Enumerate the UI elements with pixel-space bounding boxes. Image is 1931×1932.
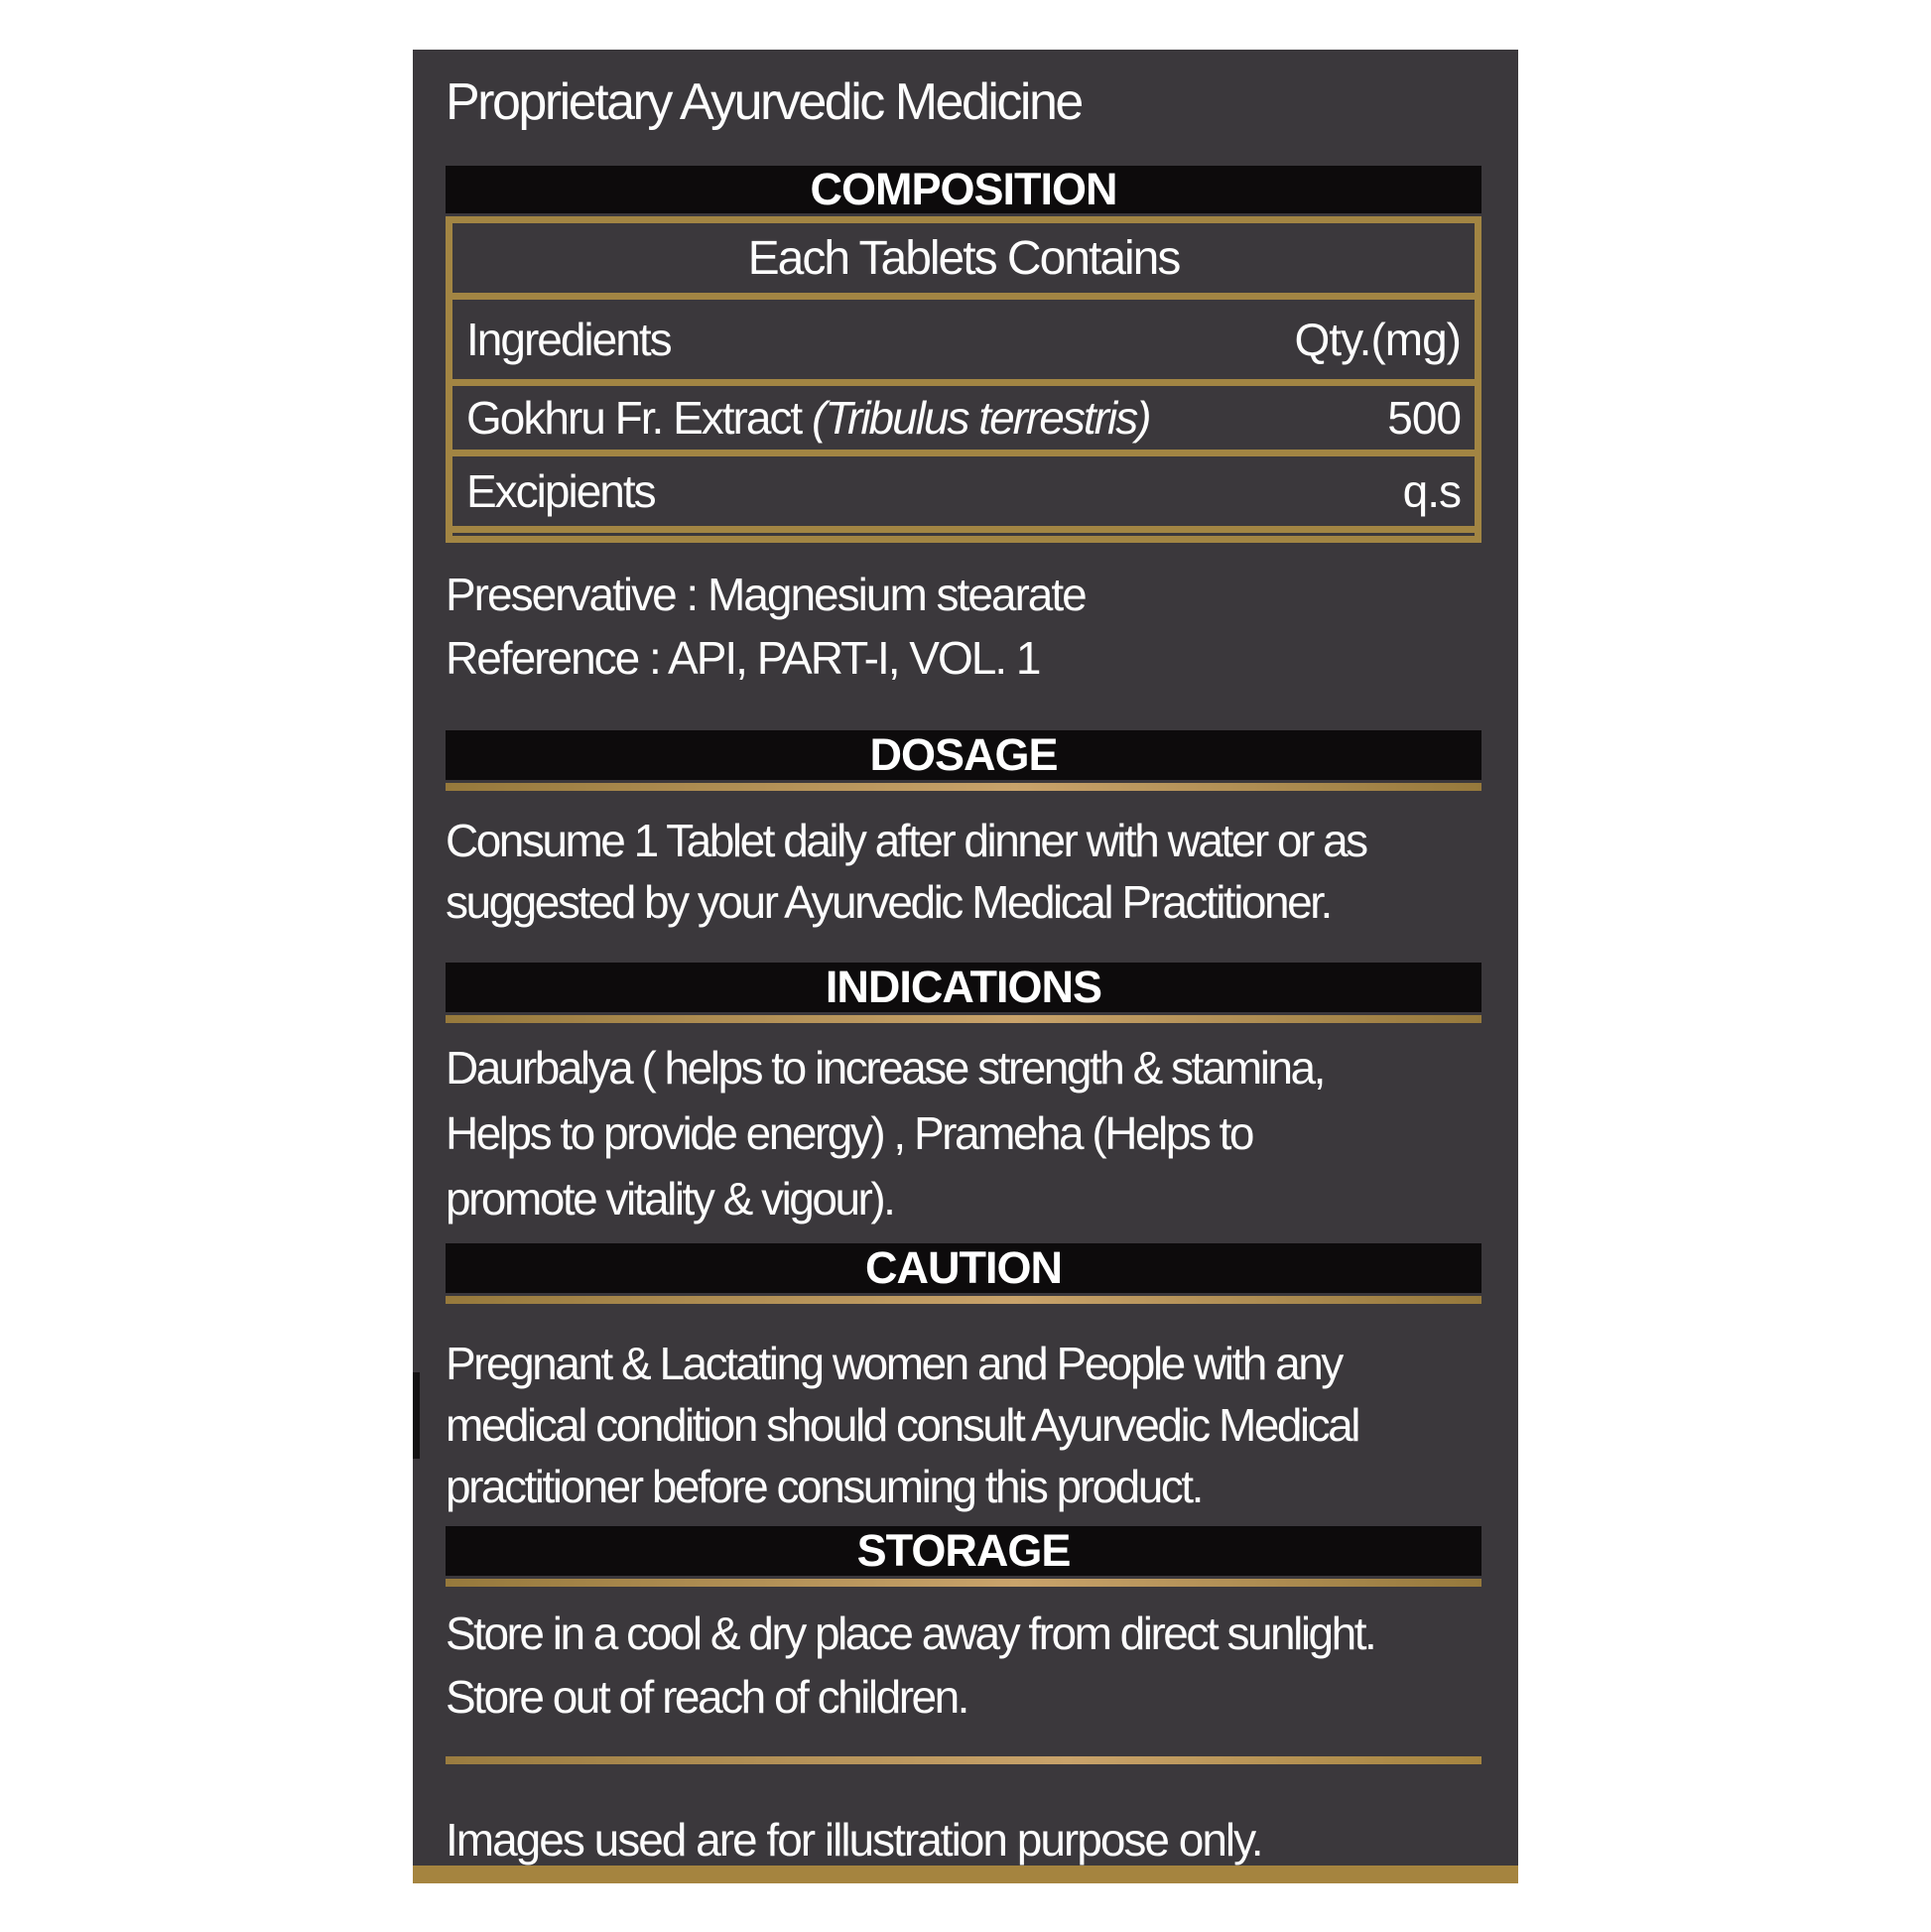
dosage-text: Consume 1 Tablet daily after dinner with… [446, 810, 1481, 933]
preservative-note: Preservative : Magnesium stearate [446, 569, 1088, 620]
caution-line: practitioner before consuming this produ… [446, 1461, 1204, 1512]
dosage-line: suggested by your Ayurvedic Medical Prac… [446, 876, 1333, 928]
storage-text: Store in a cool & dry place away from di… [446, 1602, 1481, 1729]
storage-line: Store out of reach of children. [446, 1671, 969, 1723]
gold-underline [446, 1579, 1481, 1587]
caution-line: Pregnant & Lactating women and People wi… [446, 1338, 1344, 1389]
ingredient-row-excipients: Excipients q.s [452, 456, 1475, 533]
section-heading-dosage: DOSAGE [446, 729, 1481, 780]
product-type-title: Proprietary Ayurvedic Medicine [446, 73, 1084, 131]
table-columns-row: Ingredients Qty.(mg) [452, 300, 1475, 386]
dosage-line: Consume 1 Tablet daily after dinner with… [446, 815, 1368, 866]
gold-underline [446, 1015, 1481, 1023]
print-notch [413, 1372, 420, 1459]
gold-underline [446, 1296, 1481, 1304]
ingredient-qty: q.s [1402, 465, 1462, 517]
caution-line: medical condition should consult Ayurved… [446, 1399, 1360, 1451]
table-header: Each Tablets Contains [452, 223, 1475, 300]
section-heading-indications: INDICATIONS [446, 962, 1481, 1012]
ingredient-name: Excipients [466, 465, 657, 517]
ingredient-latin-name: (Tribulus terrestris) [812, 392, 1152, 444]
ingredient-name: Gokhru Fr. Extract (Tribulus terrestris) [466, 391, 1152, 445]
caution-text: Pregnant & Lactating women and People wi… [446, 1333, 1481, 1517]
indications-line: Helps to provide energy) , Prameha (Help… [446, 1107, 1255, 1159]
storage-line: Store in a cool & dry place away from di… [446, 1608, 1377, 1659]
gold-divider-line [446, 1756, 1481, 1764]
composition-table: Each Tablets Contains Ingredients Qty.(m… [446, 216, 1481, 543]
column-ingredients: Ingredients [466, 314, 673, 365]
illustration-disclaimer: Images used are for illustration purpose… [446, 1814, 1264, 1866]
bottom-gold-bar [413, 1866, 1518, 1883]
column-qty: Qty.(mg) [1294, 314, 1462, 365]
section-heading-storage: STORAGE [446, 1525, 1481, 1576]
ingredient-qty: 500 [1387, 392, 1462, 444]
label-panel: Proprietary Ayurvedic Medicine COMPOSITI… [413, 50, 1518, 1883]
composition-notes: Preservative : Magnesium stearate Refere… [446, 563, 1481, 690]
indications-line: Daurbalya ( helps to increase strength &… [446, 1042, 1326, 1094]
ingredient-row-gokhru: Gokhru Fr. Extract (Tribulus terrestris)… [452, 386, 1475, 456]
section-heading-composition: COMPOSITION [446, 164, 1481, 214]
reference-note: Reference : API, PART-I, VOL. 1 [446, 632, 1042, 684]
ingredient-common-name: Gokhru Fr. Extract [466, 392, 812, 444]
indications-text: Daurbalya ( helps to increase strength &… [446, 1035, 1481, 1231]
gold-underline [446, 783, 1481, 791]
section-heading-caution: CAUTION [446, 1242, 1481, 1293]
indications-line: promote vitality & vigour). [446, 1173, 896, 1224]
